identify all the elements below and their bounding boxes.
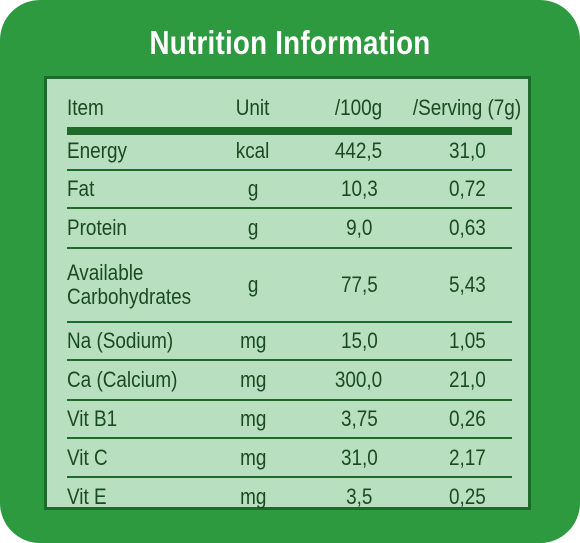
row-divider <box>67 321 512 323</box>
table-row: Na (Sodium) mg 15,0 1,05 <box>47 323 528 359</box>
cell-unit: mg <box>239 406 267 431</box>
table-row: Vit B1 mg 3,75 0,26 <box>47 401 528 437</box>
cell-per100: 442,5 <box>335 138 383 163</box>
cell-per100: 3,75 <box>340 406 378 431</box>
cell-unit: kcal <box>236 138 270 163</box>
cell-item: Vit C <box>67 444 108 470</box>
header-per-serving: /Serving (7g) <box>412 95 522 120</box>
header-divider <box>67 127 512 135</box>
table-row: Available Carbohydrates g 77,5 5,43 <box>47 249 528 321</box>
cell-item: Vit B1 <box>67 406 118 431</box>
table-header-row: Item Unit /100g /Serving (7g) <box>47 83 528 133</box>
cell-per100: 31,0 <box>340 444 378 470</box>
table-row: Fat g 10,3 0,72 <box>47 171 528 207</box>
cell-unit: g <box>247 272 259 297</box>
row-divider <box>67 169 512 171</box>
row-divider <box>67 399 512 401</box>
cell-per100: 9,0 <box>345 215 373 240</box>
cell-item: Available Carbohydrates <box>67 260 192 309</box>
cell-per100: 15,0 <box>340 328 378 353</box>
cell-item: Fat <box>67 176 95 201</box>
cell-item: Vit E <box>67 483 107 509</box>
cell-item: Energy <box>67 138 127 163</box>
cell-unit: mg <box>239 367 267 392</box>
cell-per100: 300,0 <box>335 367 383 392</box>
row-divider <box>67 437 512 439</box>
header-item: Item <box>67 95 104 120</box>
cell-serving: 0,25 <box>448 483 486 509</box>
row-divider <box>67 476 512 478</box>
cell-per100: 77,5 <box>340 272 378 297</box>
cell-serving: 21,0 <box>448 367 486 392</box>
table-row: Energy kcal 442,5 31,0 <box>47 133 528 169</box>
nutrition-table: Item Unit /100g /Serving (7g) Energy kcal… <box>44 76 531 510</box>
row-divider <box>67 359 512 361</box>
panel-title: Nutrition Information <box>149 24 431 61</box>
cell-item: Protein <box>67 215 127 240</box>
cell-serving: 31,0 <box>448 138 486 163</box>
header-per-100g: /100g <box>335 95 383 120</box>
cell-unit: mg <box>239 444 267 470</box>
cell-serving: 2,17 <box>448 444 486 470</box>
cell-item: Ca (Calcium) <box>67 367 178 392</box>
cell-per100: 3,5 <box>345 483 373 509</box>
header-unit: Unit <box>236 95 270 120</box>
row-divider <box>67 247 512 249</box>
row-divider <box>67 207 512 209</box>
cell-item: Na (Sodium) <box>67 328 174 353</box>
cell-per100: 10,3 <box>340 176 378 201</box>
cell-unit: g <box>247 176 259 201</box>
cell-unit: mg <box>239 328 267 353</box>
cell-serving: 0,72 <box>448 176 486 201</box>
cell-serving: 0,63 <box>448 215 486 240</box>
cell-serving: 1,05 <box>448 328 486 353</box>
table-row: Vit E mg 3,5 0,25 <box>47 478 528 515</box>
table-row: Ca (Calcium) mg 300,0 21,0 <box>47 361 528 399</box>
cell-unit: mg <box>239 483 267 509</box>
table-row: Protein g 9,0 0,63 <box>47 209 528 247</box>
table-row: Vit C mg 31,0 2,17 <box>47 439 528 476</box>
cell-serving: 5,43 <box>448 272 486 297</box>
cell-serving: 0,26 <box>448 406 486 431</box>
cell-unit: g <box>247 215 259 240</box>
